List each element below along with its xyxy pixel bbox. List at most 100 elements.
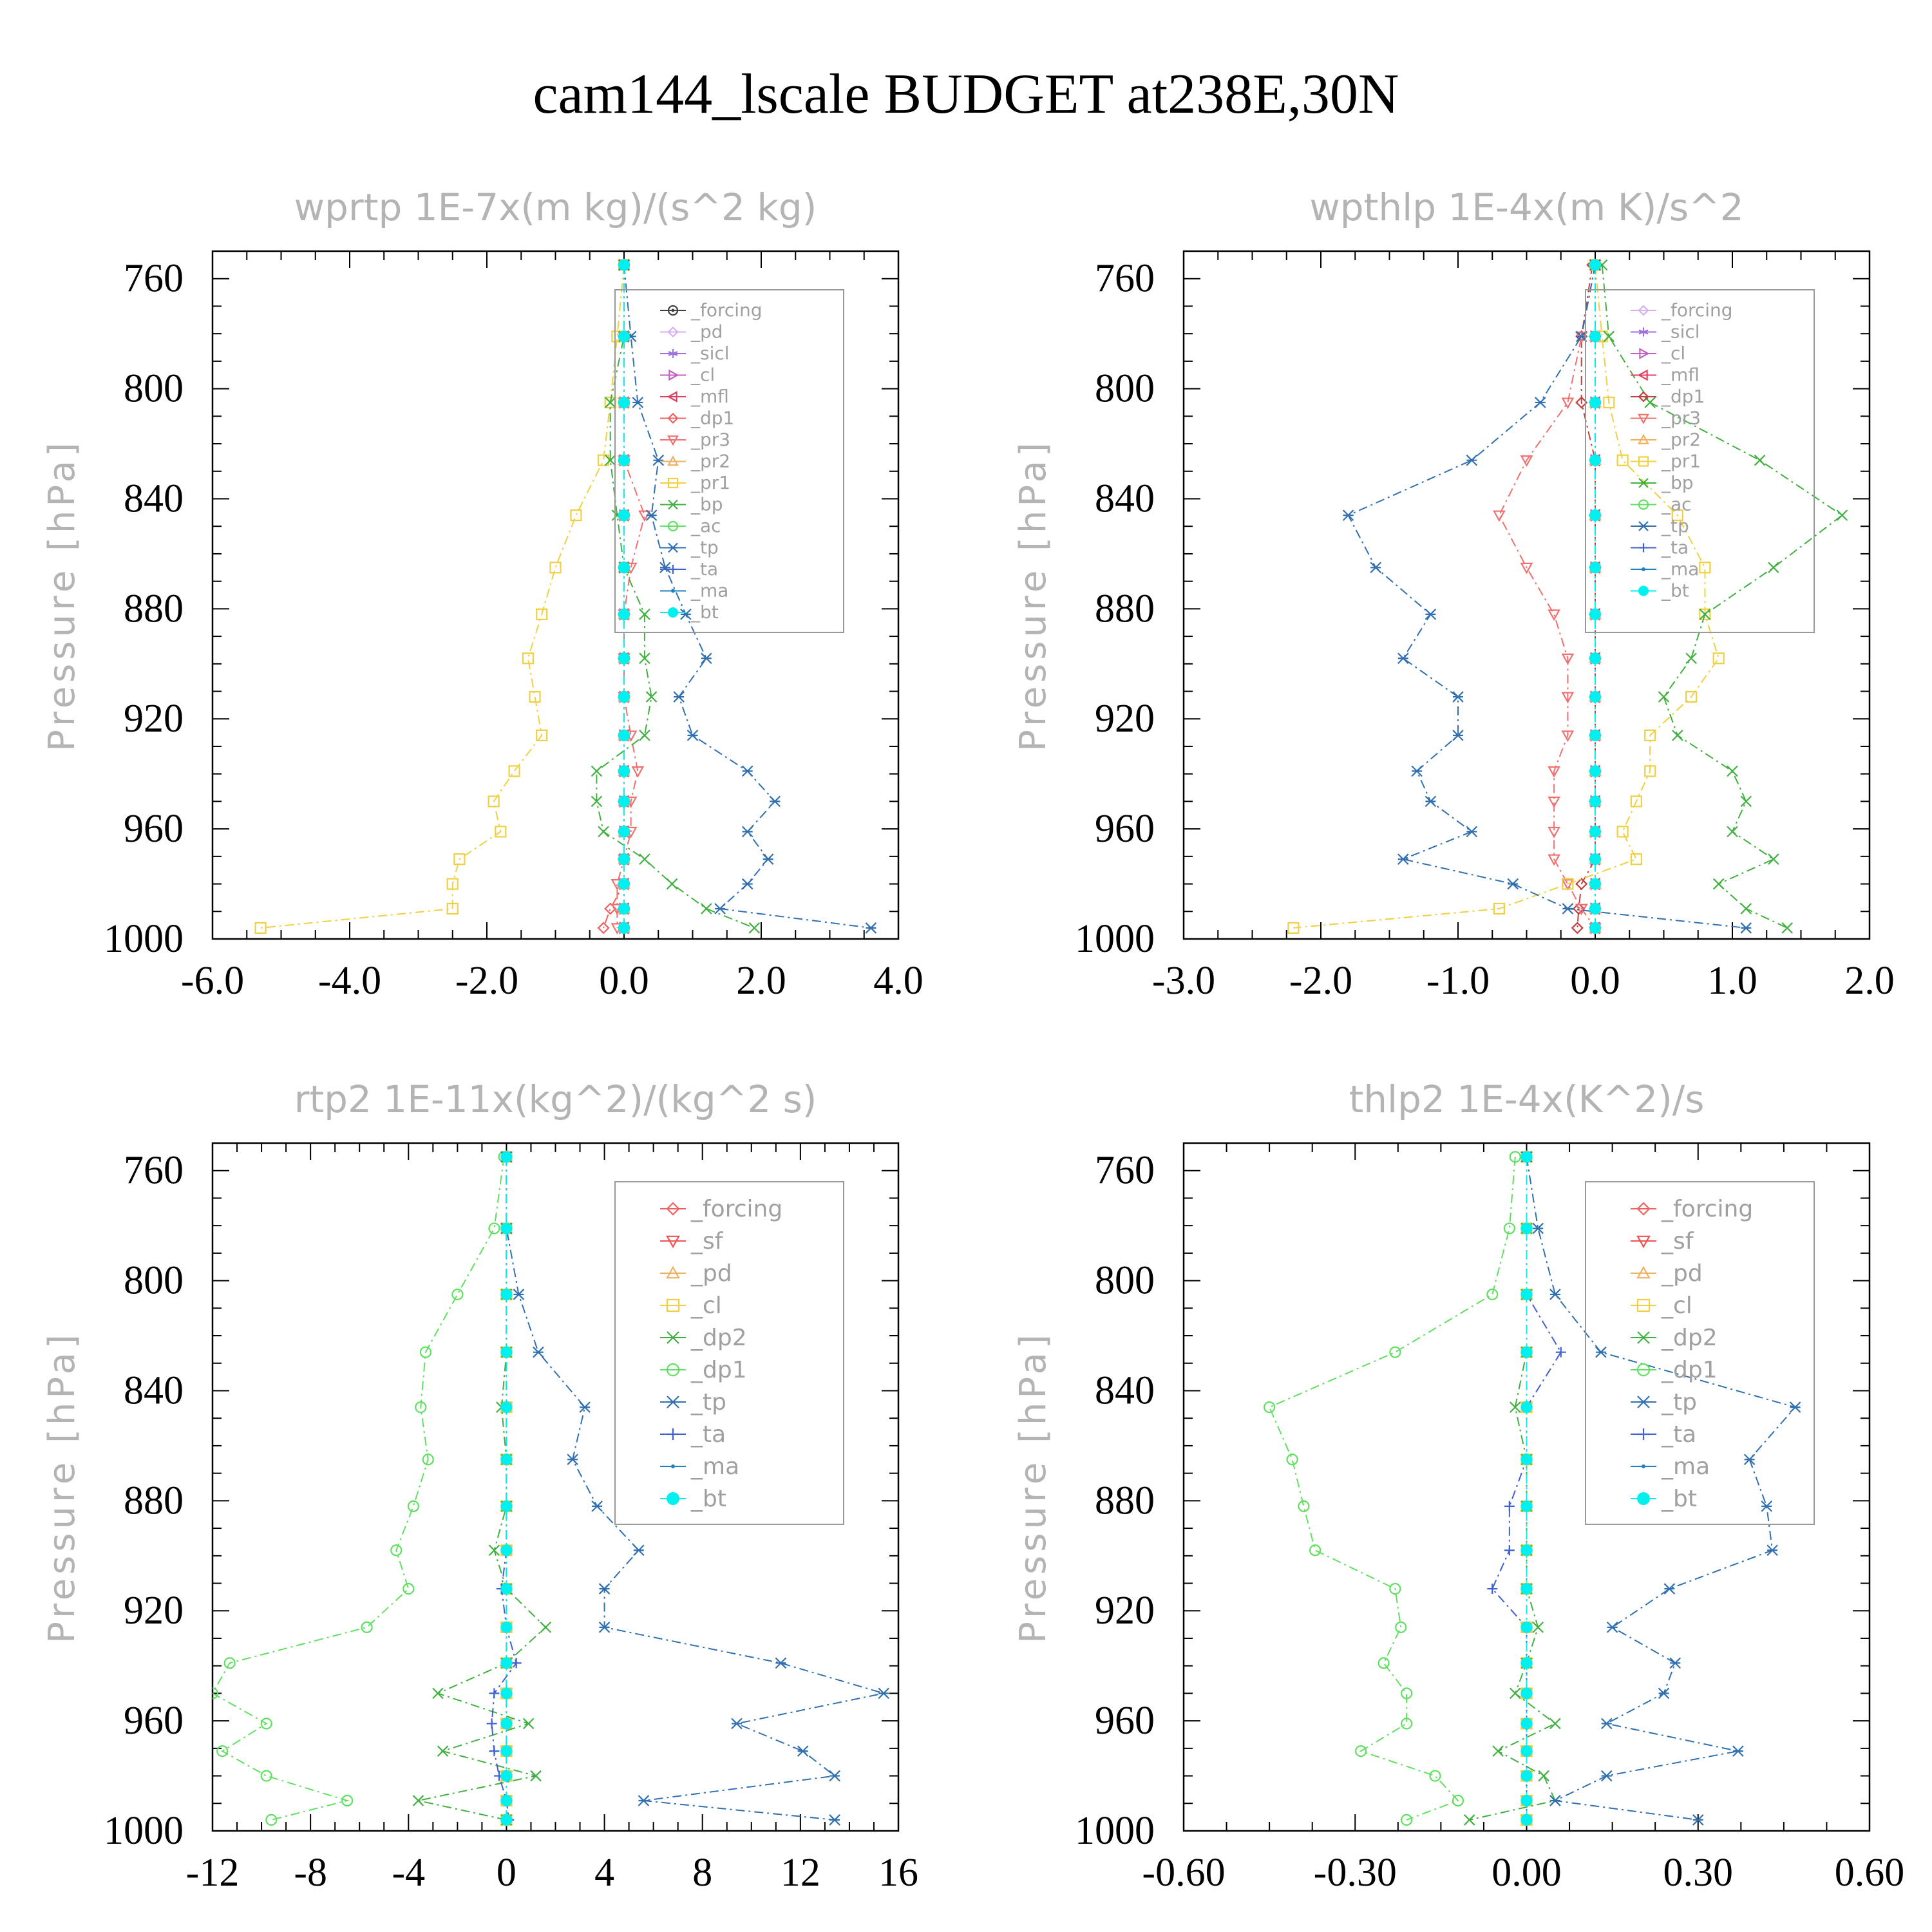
x-tick-label: -4 — [392, 1851, 425, 1895]
legend-label-ma: _ma — [690, 1454, 739, 1480]
legend-label-cl: _cl — [690, 1293, 722, 1319]
series-point-pr1 — [1699, 608, 1711, 621]
x-tick-label: 0.0 — [599, 959, 649, 1003]
y-tick-label: 1000 — [104, 917, 184, 961]
series-point-tp — [741, 878, 753, 890]
series-point-tp — [769, 795, 781, 808]
series-point-pr1 — [1712, 652, 1725, 665]
series-point-dp1 — [402, 1582, 415, 1595]
series-point-ta — [1504, 1545, 1515, 1556]
series-line-dp1 — [213, 1157, 505, 1821]
legend-marker-ta — [667, 1428, 679, 1440]
series-point-bt — [500, 1718, 513, 1730]
series-point-dp2 — [1492, 1745, 1504, 1757]
series-point-tp — [829, 1770, 840, 1782]
series-point-bt — [1589, 691, 1601, 703]
series-point-tp — [687, 730, 699, 741]
y-tick-label: 800 — [1095, 1259, 1155, 1303]
series-point-pr3 — [1575, 904, 1588, 916]
legend-marker-cl — [666, 1298, 680, 1312]
legend-label-dp1: _dp1 — [1661, 386, 1705, 407]
series-point-bt — [1589, 608, 1601, 620]
legend-label-mfl: _mfl — [690, 386, 729, 407]
series-point-bt — [618, 826, 630, 838]
series-point-bt — [618, 509, 630, 522]
series-point-dp1 — [1389, 1346, 1401, 1358]
series-point-bt — [1520, 1222, 1533, 1235]
legend-label-bp: _bp — [1661, 472, 1694, 493]
series-point-dp2 — [412, 1795, 424, 1806]
series-point-pr1 — [1616, 826, 1629, 838]
legend-marker-ta — [1639, 543, 1648, 553]
series-point-dp2 — [530, 1770, 542, 1782]
series-point-dp1 — [1395, 1621, 1407, 1633]
plot-area — [254, 258, 877, 935]
series-point-bt — [1520, 1621, 1533, 1633]
series-point-bt — [1589, 396, 1601, 408]
legend-marker-bp — [1638, 478, 1649, 488]
series-point-tp — [1532, 1222, 1544, 1235]
series-point-bt — [618, 608, 630, 620]
series-point-bt — [618, 652, 630, 665]
series-point-bp — [1768, 562, 1779, 574]
series-point-ta — [1487, 1584, 1498, 1595]
series-point-bp — [1712, 878, 1725, 890]
series-point-tp — [1600, 1718, 1613, 1730]
legend-marker-tp — [1638, 521, 1649, 531]
series-point-dp1 — [1452, 1794, 1464, 1807]
series-point-dp1 — [1503, 1222, 1515, 1235]
x-tick-label: 16 — [878, 1851, 918, 1895]
series-point-tp — [652, 454, 665, 466]
series-point-dp2 — [522, 1718, 535, 1730]
series-point-bp — [1740, 795, 1752, 808]
legend-label-sf: _sf — [1661, 1228, 1694, 1255]
legend-label-cl: _cl — [1661, 343, 1685, 364]
chart-panel-1: wprtp 1E-7x(m kg)/(s^2 kg) Pressure [hPa]… — [41, 185, 923, 1003]
x-tick-label: 8 — [692, 1851, 712, 1895]
legend-label-cl: _cl — [1661, 1293, 1692, 1319]
series-point-bp — [1603, 330, 1615, 343]
legend-label-tp: _tp — [690, 537, 719, 558]
legend-label-dp1: _dp1 — [690, 1357, 747, 1383]
legend-label-pr1: _pr1 — [1661, 451, 1701, 472]
legend-label-dp1: _dp1 — [1661, 1357, 1718, 1383]
series-point-tp — [829, 1814, 840, 1826]
series-point-tp — [701, 652, 712, 665]
series-point-pr1 — [1644, 765, 1656, 777]
series-point-bt — [1589, 562, 1601, 574]
legend-label-pr1: _pr1 — [690, 472, 730, 493]
series-point-dp1 — [216, 1745, 229, 1757]
series-point-pr3 — [1561, 653, 1575, 665]
x-tick-label: 1.0 — [1707, 959, 1757, 1003]
legend-label-forcing: _forcing — [690, 299, 762, 321]
series-point-tp — [1425, 609, 1437, 620]
legend: _forcing_sicl_cl_mfl_dp1_pr3_pr2_pr1_bp_… — [1585, 289, 1815, 633]
series-point-tp — [1370, 562, 1381, 574]
x-tick-label: 2.0 — [1844, 959, 1895, 1003]
legend-marker-cl — [1639, 348, 1650, 359]
y-tick-label: 800 — [124, 367, 184, 411]
series-point-ta — [1504, 1501, 1515, 1511]
series-point-bp — [639, 853, 650, 865]
series-point-bt — [618, 729, 630, 741]
y-tick-label: 800 — [1095, 367, 1155, 411]
series-point-bp — [1727, 765, 1738, 777]
series-point-bt — [1589, 826, 1601, 838]
series-point-pr1 — [1493, 902, 1505, 915]
plot-area — [1287, 258, 1848, 935]
series-point-dp1 — [488, 1222, 500, 1235]
y-tick-label: 880 — [1095, 1479, 1155, 1522]
series-point-pr3 — [1561, 730, 1575, 743]
series-point-tp — [1397, 853, 1409, 865]
legend-label-pr3: _pr3 — [690, 429, 730, 450]
legend-marker-dp1 — [1636, 1363, 1651, 1377]
series-point-bt — [618, 330, 630, 343]
legend-marker-ma — [1642, 1464, 1645, 1468]
legend-label-bt: _bt — [1661, 580, 1689, 601]
x-tick-label: 12 — [781, 1851, 820, 1895]
series-point-bt — [1589, 878, 1601, 890]
series-point-tp — [680, 609, 692, 620]
legend-label-dp1: _dp1 — [690, 408, 734, 429]
series-point-pr1 — [1685, 690, 1698, 703]
series-point-tp — [567, 1454, 578, 1466]
